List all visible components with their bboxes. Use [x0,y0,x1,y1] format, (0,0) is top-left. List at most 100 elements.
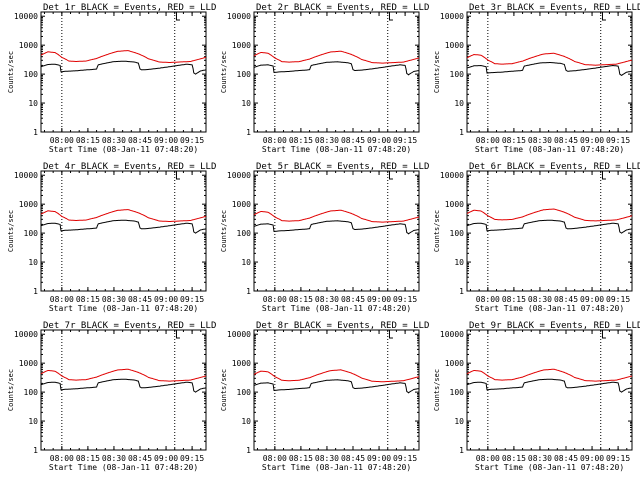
plot-frame [40,170,207,292]
events-series-line [466,219,633,234]
x-tick-label: 08:00 [263,136,287,145]
y-tick-label: 100 [450,229,465,238]
y-axis-label: Counts/sec [433,51,441,93]
lld-series-line [253,369,420,383]
x-tick-label: 08:45 [554,454,578,463]
x-tick-label: 08:00 [50,295,74,304]
panel-title: Det 5r BLACK = Events, RED = LLD [256,162,429,172]
x-tick-label: 09:00 [367,454,391,463]
panel-title: Det 2r BLACK = Events, RED = LLD [256,3,429,13]
lld-series-line [466,52,633,66]
events-series-line [466,62,633,77]
x-tick-label: 09:15 [180,295,204,304]
plot-frame [40,11,207,133]
interval-bracket [175,330,180,339]
detector-panel: Det 3r BLACK = Events, RED = LLD 1 10 100 10… [433,3,640,154]
x-tick-label: 09:00 [580,295,604,304]
x-axis-label: Start Time (08-Jan-11 07:48:20) [475,145,624,154]
x-tick-label: 09:15 [180,136,204,145]
y-tick-label: 1000 [232,200,251,209]
y-tick-label: 1 [459,446,464,455]
detector-panel: Det 9r BLACK = Events, RED = LLD 1 10 100 10… [433,321,640,472]
y-tick-label: 10000 [14,330,38,339]
x-axis-label: Start Time (08-Jan-11 07:48:20) [475,304,624,313]
y-tick-label: 1000 [445,200,464,209]
panel-title: Det 3r BLACK = Events, RED = LLD [469,3,640,13]
y-tick-label: 10000 [227,12,251,21]
x-tick-label: 08:45 [554,295,578,304]
x-tick-label: 08:00 [263,454,287,463]
x-tick-label: 08:45 [128,454,152,463]
x-tick-label: 08:30 [315,295,339,304]
detector-panel: Det 5r BLACK = Events, RED = LLD 1 10 100 10… [220,162,429,313]
y-tick-label: 1 [459,128,464,137]
y-tick-label: 1 [33,287,38,296]
x-tick-label: 08:15 [76,136,100,145]
x-tick-label: 08:00 [263,295,287,304]
x-tick-label: 09:15 [393,136,417,145]
panel-title: Det 7r BLACK = Events, RED = LLD [43,321,216,331]
lld-series-line [40,209,207,222]
events-series-line [40,219,207,234]
x-tick-label: 08:00 [476,136,500,145]
panel-title: Det 1r BLACK = Events, RED = LLD [43,3,216,13]
x-axis-label: Start Time (08-Jan-11 07:48:20) [49,304,198,313]
detector-panel: Det 6r BLACK = Events, RED = LLD 1 10 100 10… [433,162,640,313]
plot-frame [466,329,633,451]
y-axis-label: Counts/sec [433,210,441,252]
interval-bracket [175,171,180,180]
plot-frame [466,170,633,292]
plot-frame [466,11,633,133]
x-tick-label: 08:15 [502,136,526,145]
plot-frame [253,11,420,133]
y-tick-label: 100 [24,388,39,397]
y-tick-label: 10000 [14,171,38,180]
panel-title: Det 4r BLACK = Events, RED = LLD [43,162,216,172]
y-tick-label: 1000 [19,200,38,209]
y-tick-label: 100 [237,229,252,238]
events-series-line [253,220,420,235]
interval-bracket [175,12,180,21]
x-tick-label: 08:45 [341,454,365,463]
interval-bracket [601,12,606,21]
events-series-line [40,60,207,75]
y-tick-label: 100 [450,388,465,397]
x-tick-label: 08:30 [102,454,126,463]
detector-panel: Det 8r BLACK = Events, RED = LLD 1 10 100 10… [220,321,429,472]
events-series-line [253,61,420,76]
events-series-line [40,378,207,393]
x-tick-label: 08:45 [341,295,365,304]
x-tick-label: 09:00 [154,454,178,463]
x-tick-label: 08:00 [50,136,74,145]
y-axis-label: Counts/sec [7,369,15,411]
x-tick-label: 09:15 [606,136,630,145]
x-tick-label: 08:00 [476,295,500,304]
plot-frame [40,329,207,451]
y-axis-label: Counts/sec [220,51,228,93]
x-tick-label: 08:15 [289,136,313,145]
lld-series-line [40,368,207,382]
y-tick-label: 1 [246,128,251,137]
y-tick-label: 10000 [440,171,464,180]
x-tick-label: 08:30 [315,136,339,145]
y-tick-label: 100 [237,70,252,79]
plot-frame [253,329,420,451]
panel-title: Det 6r BLACK = Events, RED = LLD [469,162,640,172]
x-tick-label: 08:15 [289,295,313,304]
y-tick-label: 1000 [19,359,38,368]
y-tick-label: 1 [459,287,464,296]
lld-series-line [253,50,420,64]
y-axis-label: Counts/sec [433,369,441,411]
y-tick-label: 1000 [445,359,464,368]
events-series-line [466,378,633,393]
y-tick-label: 1000 [232,41,251,50]
y-tick-label: 1000 [19,41,38,50]
lld-series-line [253,209,420,223]
y-tick-label: 1 [33,446,38,455]
panel-title: Det 8r BLACK = Events, RED = LLD [256,321,429,331]
x-tick-label: 08:15 [502,295,526,304]
x-tick-label: 08:15 [289,454,313,463]
panel-title: Det 9r BLACK = Events, RED = LLD [469,321,640,331]
y-tick-label: 100 [450,70,465,79]
